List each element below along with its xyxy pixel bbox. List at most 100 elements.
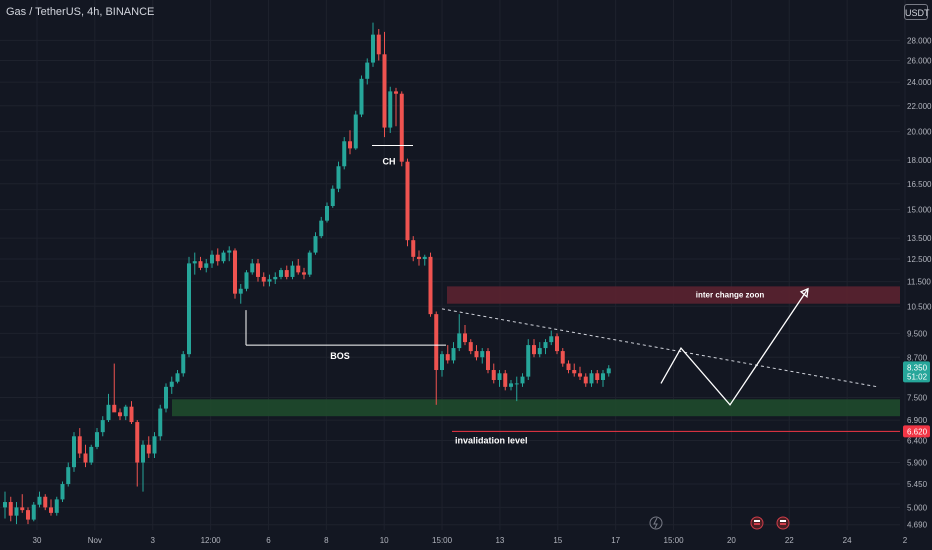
candle-body bbox=[572, 370, 577, 374]
x-tick-label: 12:00 bbox=[201, 536, 222, 545]
lightning-icon-ring bbox=[649, 516, 663, 530]
supply-zone-label: inter change zoon bbox=[696, 290, 765, 299]
candle-body bbox=[66, 467, 71, 485]
x-tick-label: 22 bbox=[785, 536, 794, 545]
candle-body bbox=[181, 354, 186, 374]
candle-body bbox=[474, 351, 479, 358]
candle-body bbox=[520, 376, 525, 384]
candle-body bbox=[152, 436, 157, 454]
candle-body bbox=[60, 484, 65, 500]
candle-body bbox=[227, 250, 232, 253]
candle-body bbox=[261, 276, 266, 282]
candle-body bbox=[336, 166, 341, 189]
flag-event-icon-stripe bbox=[754, 523, 760, 525]
countdown-label: 51:02 bbox=[907, 372, 928, 381]
x-tick-label: 3 bbox=[151, 536, 156, 545]
x-tick-label: 8 bbox=[324, 536, 329, 545]
candle-body bbox=[100, 420, 105, 433]
candle-body bbox=[244, 272, 249, 289]
candle-body bbox=[440, 354, 444, 371]
x-tick-label: 15:00 bbox=[432, 536, 453, 545]
x-tick-label: 17 bbox=[611, 536, 620, 545]
candle-body bbox=[376, 34, 381, 55]
candle-body bbox=[589, 373, 594, 384]
candle-body bbox=[14, 507, 19, 516]
projection-arrowhead bbox=[799, 287, 809, 299]
y-tick-label: 4.690 bbox=[907, 521, 928, 530]
y-tick-label: 12.500 bbox=[907, 255, 932, 264]
y-tick-label: 5.900 bbox=[907, 459, 928, 468]
candle-body bbox=[307, 252, 312, 275]
x-tick-label: 15:00 bbox=[664, 536, 685, 545]
candle-body bbox=[319, 220, 324, 237]
candle-body bbox=[445, 354, 450, 361]
currency-badge[interactable]: USDT bbox=[904, 4, 930, 20]
candle-body bbox=[3, 502, 7, 508]
flag-event-icon-stripe bbox=[780, 520, 786, 522]
y-tick-label: 18.000 bbox=[907, 156, 932, 165]
y-tick-label: 28.000 bbox=[907, 36, 932, 45]
candle-body bbox=[26, 510, 30, 520]
candle-body bbox=[566, 363, 571, 371]
y-tick-label: 5.000 bbox=[907, 503, 928, 512]
candle-body bbox=[302, 272, 306, 275]
candle-body bbox=[95, 432, 99, 447]
candle-body bbox=[359, 78, 364, 115]
y-tick-label: 8.700 bbox=[907, 353, 928, 362]
candle-body bbox=[353, 114, 358, 149]
supply-zone bbox=[447, 286, 900, 304]
candle-body bbox=[457, 333, 462, 349]
candle-body bbox=[77, 436, 82, 454]
candle-body bbox=[146, 444, 151, 454]
candle-body bbox=[204, 263, 209, 268]
candle-body bbox=[238, 288, 243, 294]
candle-body bbox=[290, 265, 295, 277]
candle-body bbox=[434, 314, 439, 371]
y-tick-label: 6.900 bbox=[907, 416, 928, 425]
candle-body bbox=[279, 270, 283, 277]
candle-body bbox=[210, 254, 214, 264]
candle-body bbox=[509, 383, 513, 387]
lightning-icon bbox=[649, 516, 663, 530]
flag-event-icon-stripe bbox=[780, 523, 786, 525]
x-tick-label: Nov bbox=[88, 536, 102, 545]
candle-body bbox=[273, 276, 278, 280]
candle-body bbox=[192, 261, 197, 264]
candle-body bbox=[365, 62, 370, 79]
y-tick-label: 5.450 bbox=[907, 480, 928, 489]
candle-body bbox=[141, 444, 145, 463]
candle-body bbox=[526, 345, 531, 377]
candle-body bbox=[296, 265, 301, 273]
candle-body bbox=[405, 161, 410, 241]
y-tick-label: 6.400 bbox=[907, 436, 928, 445]
candle-body bbox=[451, 348, 456, 361]
x-tick-label: 2 bbox=[903, 536, 908, 545]
candle-body bbox=[342, 141, 347, 167]
candle-body bbox=[250, 263, 255, 273]
candle-body bbox=[583, 376, 588, 384]
candle-body bbox=[491, 370, 496, 380]
candle-body bbox=[325, 206, 329, 221]
candle-body bbox=[514, 383, 519, 385]
candle-body bbox=[106, 404, 111, 421]
y-tick-label: 10.500 bbox=[907, 302, 932, 311]
candle-body bbox=[428, 256, 433, 315]
bos-label: BOS bbox=[330, 351, 350, 361]
y-tick-label: 9.500 bbox=[907, 329, 928, 338]
candle-body bbox=[497, 373, 502, 380]
demand-zone bbox=[172, 399, 900, 417]
candle-body bbox=[118, 412, 122, 417]
candle-body bbox=[549, 336, 554, 343]
projection-path bbox=[660, 288, 809, 406]
y-tick-label: 20.000 bbox=[907, 128, 932, 137]
candle-body bbox=[256, 263, 260, 277]
candle-body bbox=[601, 373, 605, 380]
dashed-trendline bbox=[441, 308, 878, 388]
symbol-title[interactable]: Gas / TetherUS, 4h, BINANCE bbox=[6, 6, 155, 18]
candle-body bbox=[284, 270, 289, 277]
candle-body bbox=[215, 254, 220, 262]
candle-body bbox=[129, 406, 134, 423]
candle-body bbox=[532, 345, 536, 355]
candle-body bbox=[158, 408, 163, 437]
